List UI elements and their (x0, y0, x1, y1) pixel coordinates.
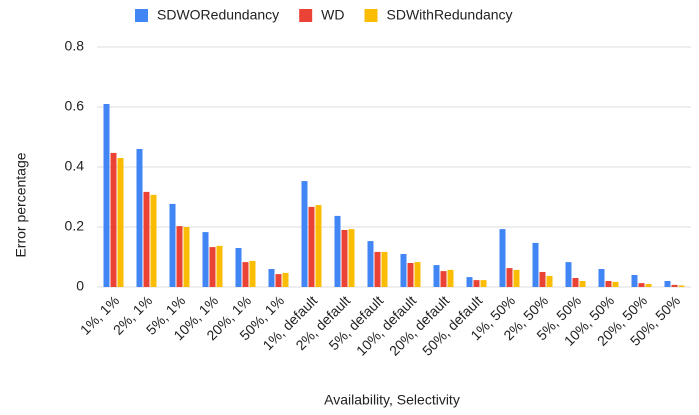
bar (381, 251, 388, 287)
y-tick-label: 0 (76, 278, 84, 294)
bar (183, 227, 190, 287)
bar (671, 284, 678, 287)
bar (466, 277, 473, 287)
legend-label: SDWORedundancy (157, 7, 279, 23)
bar (169, 203, 176, 287)
bar (282, 272, 289, 287)
bar (565, 262, 572, 287)
bar (301, 181, 308, 287)
bar (275, 274, 282, 287)
bar (678, 285, 685, 287)
bar (334, 215, 341, 287)
bar (572, 278, 579, 287)
legend-swatch (135, 9, 148, 22)
bar (348, 229, 355, 287)
bar (447, 269, 454, 287)
legend-swatch (299, 9, 313, 22)
bar (202, 232, 209, 287)
bar (612, 281, 619, 287)
bar (367, 241, 374, 287)
y-axis-title: Error percentage (13, 152, 29, 257)
bar (440, 271, 447, 287)
bar (400, 254, 407, 287)
bar (268, 269, 275, 287)
bar (249, 260, 256, 287)
bar (209, 247, 216, 287)
bar (598, 269, 605, 287)
bar (513, 269, 520, 287)
legend-swatch (364, 9, 378, 22)
bar (546, 275, 553, 287)
bar (605, 281, 612, 287)
bar (374, 251, 381, 287)
bar (433, 265, 440, 287)
bar (473, 280, 480, 287)
bar (480, 280, 487, 287)
bar (407, 263, 414, 287)
x-axis-title: Availability, Selectivity (324, 392, 460, 408)
bar (308, 206, 315, 287)
bar (341, 230, 348, 287)
bar (216, 245, 223, 287)
bar (110, 152, 117, 287)
bar (143, 191, 150, 287)
bar (539, 272, 546, 287)
bar (645, 284, 652, 287)
bar (315, 205, 322, 287)
y-tick-label: 0.4 (65, 158, 85, 174)
y-tick-label: 0.6 (65, 98, 85, 114)
bar (117, 158, 124, 287)
bar (242, 262, 249, 287)
bar (506, 268, 513, 287)
bar (414, 262, 421, 287)
y-tick-label: 0.8 (65, 38, 85, 54)
bar (664, 281, 671, 287)
bar (579, 281, 586, 287)
bar (150, 194, 157, 287)
bar (103, 104, 110, 287)
bar (235, 248, 242, 287)
bar (499, 229, 506, 287)
y-tick-label: 0.2 (65, 218, 85, 234)
bar (176, 226, 183, 287)
legend-label: SDWithRedundancy (387, 7, 513, 23)
bar (631, 275, 638, 287)
legend-label: WD (321, 7, 344, 23)
bar (532, 242, 539, 287)
bar (638, 283, 645, 287)
bar (136, 149, 143, 287)
